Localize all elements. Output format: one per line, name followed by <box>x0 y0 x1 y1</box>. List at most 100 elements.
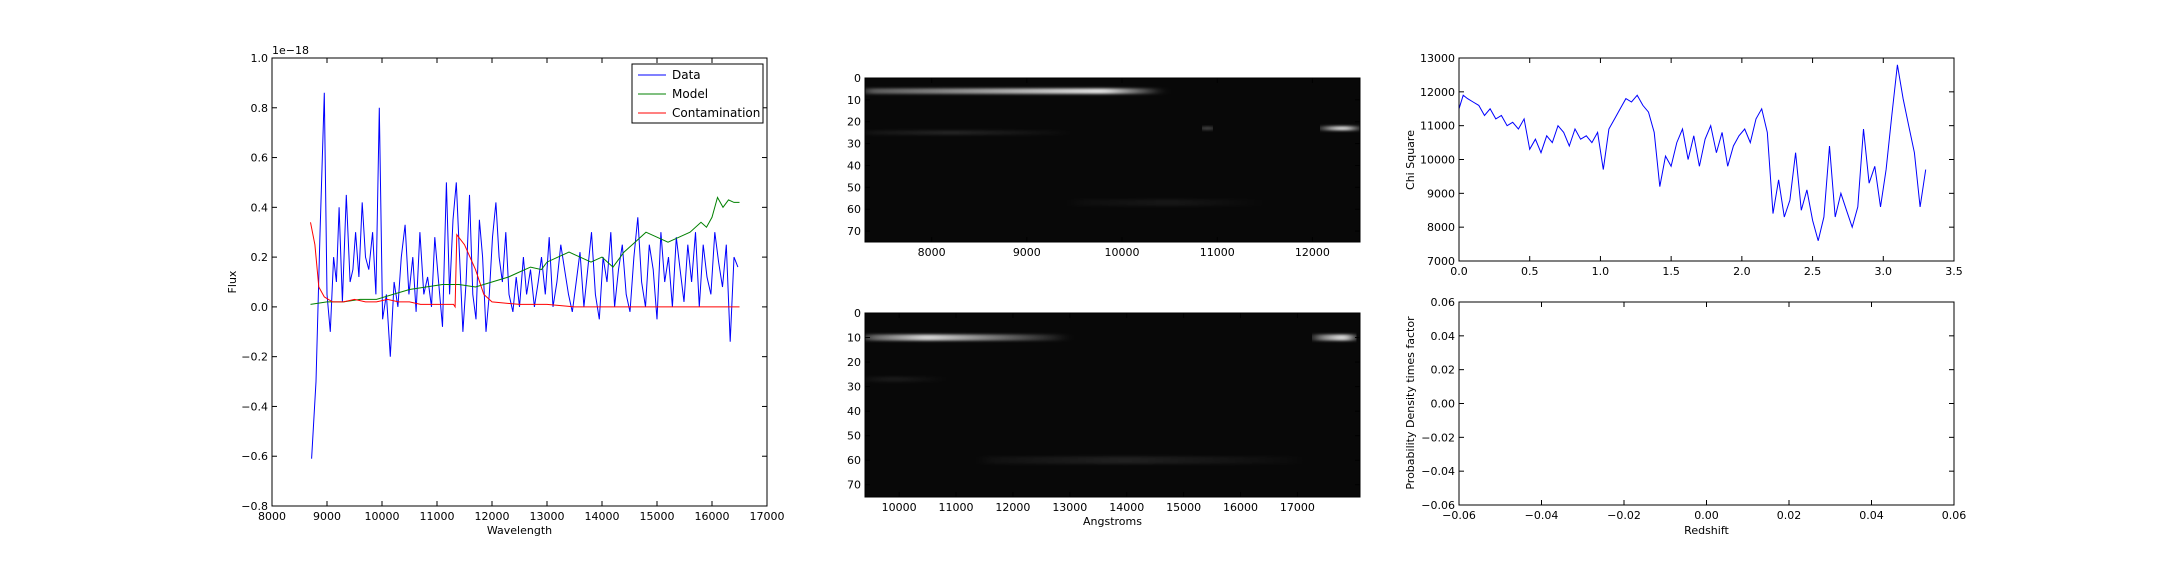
spectrum-xtick-label: 9000 <box>313 510 341 523</box>
image2d_bottom-xtick-label: 12000 <box>995 501 1030 514</box>
chisq-xtick-label: 1.0 <box>1592 265 1610 278</box>
chisq-xtick-label: 3.0 <box>1875 265 1893 278</box>
spectrum-ytick-label: 0.4 <box>251 201 269 214</box>
spectrum-ytick-label: −0.2 <box>241 351 268 364</box>
image2d_bottom-ytick-label: 30 <box>847 381 861 394</box>
image-top-plot-area <box>865 78 1360 242</box>
chi-square-panel: 0.0 0.5 1.0 1.5 2.0 2.5 3.0 3.5 7000 8000 9000 1000… <box>1404 52 1963 278</box>
pdf-ytick-label: −0.02 <box>1421 431 1455 444</box>
spectrum-ytick-label: −0.4 <box>241 400 268 413</box>
spectrum-offset-text: 1e−18 <box>272 44 309 57</box>
spectrum-legend: Data Model Contamination <box>632 64 763 123</box>
chisq-ytick-label: 11000 <box>1420 120 1455 133</box>
image2d_top-ytick-label: 60 <box>847 203 861 216</box>
image2d_top-trace <box>865 130 1065 134</box>
image2d_top-ytick-label: 40 <box>847 159 861 172</box>
image2d_bottom-ytick-label: 50 <box>847 430 861 443</box>
spectrum-xtick-label: 15000 <box>640 510 675 523</box>
spectrum-xtick-label: 13000 <box>530 510 565 523</box>
spectrum-plot-area <box>272 58 767 506</box>
probability-density-panel: −0.06 −0.04 −0.02 0.00 0.02 0.04 0.06−0.06−0.0… <box>1404 296 1966 537</box>
image2d_top-ytick-label: 10 <box>847 94 861 107</box>
spectrum-xtick-label: 16000 <box>695 510 730 523</box>
spectrum-xtick-label: 11000 <box>420 510 455 523</box>
image2d_top-ytick-label: 30 <box>847 138 861 151</box>
probability-density-plot-area <box>1459 302 1954 505</box>
spectrum-xtick-label: 12000 <box>475 510 510 523</box>
image-top-panel: 8000 9000 10000 11000 12000010203040506070 <box>847 72 1360 259</box>
image2d_top-trace <box>1074 199 1264 206</box>
pdf-ytick-label: 0.06 <box>1431 296 1456 309</box>
pdf-ytick-label: 0.00 <box>1431 398 1456 411</box>
image-bottom-panel: 10000 11000 12000 13000 14000 15000 16000 17000… <box>847 307 1360 528</box>
image2d_bottom-xtick-label: 13000 <box>1052 501 1087 514</box>
spectrum-ylabel: Flux <box>226 270 239 293</box>
image2d_top-trace <box>1203 127 1213 130</box>
chi-square-plot-area <box>1459 58 1954 261</box>
pdf-xtick-label: 0.04 <box>1859 509 1884 522</box>
spectrum-xlabel: Wavelength <box>487 524 552 537</box>
image2d_top-ytick-label: 70 <box>847 225 861 238</box>
image2d_top-xtick-label: 9000 <box>1013 246 1041 259</box>
image2d_bottom-ytick-label: 70 <box>847 479 861 492</box>
pdf-xtick-label: 0.06 <box>1942 509 1967 522</box>
spectrum-xtick-label: 17000 <box>750 510 785 523</box>
image2d_bottom-ytick-label: 10 <box>847 332 861 345</box>
image2d_top-xtick-label: 10000 <box>1105 246 1140 259</box>
image2d_top-xtick-label: 12000 <box>1295 246 1330 259</box>
probability-density-ylabel: Probability Density times factor <box>1404 316 1417 490</box>
spectrum-ytick-label: 0.6 <box>251 152 269 165</box>
chisq-xtick-label: 0.5 <box>1521 265 1539 278</box>
spectrum-xtick-label: 14000 <box>585 510 620 523</box>
pdf-xtick-label: −0.02 <box>1607 509 1641 522</box>
chisq-xtick-label: 2.0 <box>1733 265 1751 278</box>
spectrum-xtick-label: 10000 <box>365 510 400 523</box>
image2d_top-ytick-label: 50 <box>847 181 861 194</box>
image2d_top-trace <box>865 88 1160 93</box>
image2d_bottom-ytick-label: 40 <box>847 405 861 418</box>
pdf-ytick-label: 0.04 <box>1431 330 1456 343</box>
legend-label-model: Model <box>672 87 708 101</box>
image2d_bottom-trace <box>1314 334 1354 340</box>
chisq-ytick-label: 13000 <box>1420 52 1455 65</box>
pdf-xtick-label: 0.00 <box>1694 509 1719 522</box>
image2d_top-ytick-label: 0 <box>854 72 861 85</box>
image2d_bottom-xtick-label: 11000 <box>939 501 974 514</box>
image2d_top-trace <box>1322 126 1360 130</box>
image2d_bottom-trace <box>984 457 1297 464</box>
image2d_top-ytick-label: 20 <box>847 116 861 129</box>
chisq-xtick-label: 3.5 <box>1945 265 1963 278</box>
image2d_bottom-xtick-label: 17000 <box>1280 501 1315 514</box>
chisq-ytick-label: 7000 <box>1427 255 1455 268</box>
pdf-ytick-label: −0.04 <box>1421 465 1455 478</box>
chi-square-ylabel: Chi Square <box>1404 130 1417 190</box>
pdf-xtick-label: −0.04 <box>1525 509 1559 522</box>
image2d_bottom-ytick-label: 0 <box>854 307 861 320</box>
spectrum-ytick-label: 0.0 <box>251 301 269 314</box>
legend-label-contamination: Contamination <box>672 106 760 120</box>
spectrum-ytick-label: 1.0 <box>251 52 269 65</box>
chisq-xtick-label: 1.5 <box>1662 265 1680 278</box>
image2d_bottom-xtick-label: 15000 <box>1166 501 1201 514</box>
pdf-xtick-label: 0.02 <box>1777 509 1802 522</box>
spectrum-ytick-label: 0.2 <box>251 251 269 264</box>
chisq-ytick-label: 9000 <box>1427 187 1455 200</box>
image2d_bottom-xtick-label: 16000 <box>1223 501 1258 514</box>
legend-label-data: Data <box>672 68 701 82</box>
image-bottom-xlabel: Angstroms <box>1083 515 1142 528</box>
image2d_bottom-xtick-label: 14000 <box>1109 501 1144 514</box>
chisq-ytick-label: 10000 <box>1420 154 1455 167</box>
chisq-xtick-label: 2.5 <box>1804 265 1822 278</box>
pdf-ytick-label: −0.06 <box>1421 499 1455 512</box>
spectrum-ytick-label: −0.8 <box>241 500 268 513</box>
image2d_bottom-ytick-label: 20 <box>847 356 861 369</box>
chisq-ytick-label: 8000 <box>1427 221 1455 234</box>
pdf-ytick-label: 0.02 <box>1431 364 1456 377</box>
image2d_bottom-xtick-label: 10000 <box>882 501 917 514</box>
chisq-ytick-label: 12000 <box>1420 86 1455 99</box>
probability-density-xlabel: Redshift <box>1684 524 1729 537</box>
image2d_top-xtick-label: 11000 <box>1200 246 1235 259</box>
spectrum-ytick-label: 0.8 <box>251 102 269 115</box>
image2d_bottom-ytick-label: 60 <box>847 454 861 467</box>
